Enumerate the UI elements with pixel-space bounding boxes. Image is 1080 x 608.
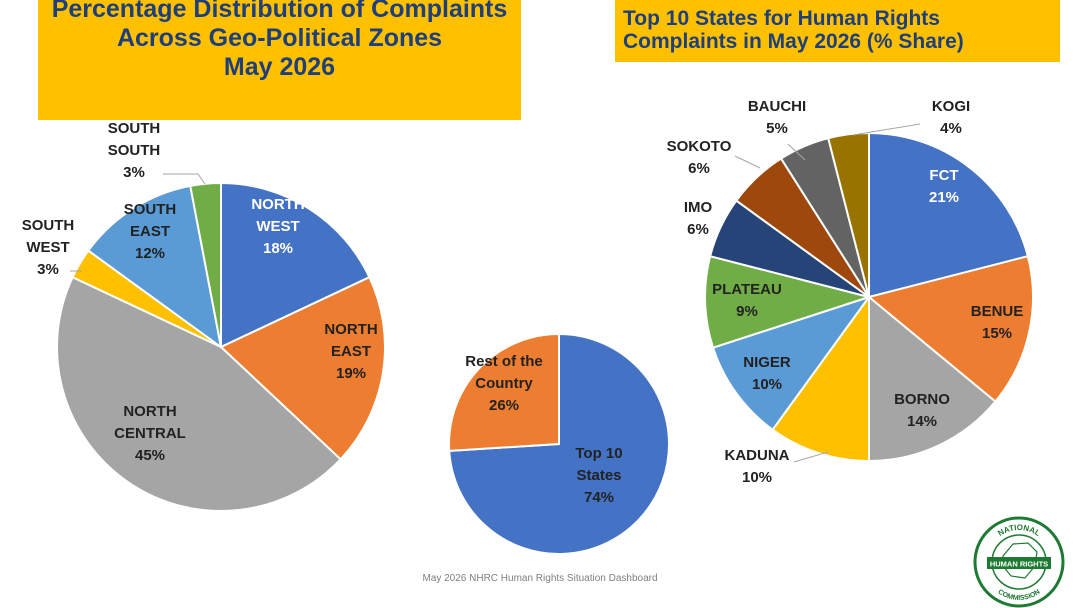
states-title-line-2: Complaints in May 2026 (% Share) [623, 30, 964, 53]
slice-label-top-10-states: Top 10 States 74% [575, 445, 622, 506]
slice-label-fct: FCT 21% [929, 167, 959, 206]
slice-label-imo: IMO 6% [684, 199, 713, 238]
pie-slice-plateau [703, 254, 873, 349]
pie-slice-borno [868, 294, 997, 463]
logo-band-text: HUMAN RIGHTS [990, 560, 1048, 569]
slice-label-kaduna: KADUNA 10% [725, 447, 790, 486]
pie-slice-south-south [189, 181, 222, 348]
zones-chart-title: Percentage Distribution of Complaints Ac… [38, 0, 521, 120]
slice-label-sokoto: SOKOTO 6% [667, 138, 732, 177]
top10-share-pie-chart: Top 10 States 74% Rest of the Country 26% [448, 332, 671, 555]
zones-title-line-3: May 2026 [223, 53, 336, 81]
pie-slice-rest-of-the-country [448, 332, 560, 452]
footer-caption: May 2026 NHRC Human Rights Situation Das… [422, 573, 658, 584]
slice-label-benue: BENUE 15% [971, 303, 1024, 342]
pie-slice-niger [711, 295, 872, 432]
pie-slice-kogi [826, 131, 870, 298]
slice-label-kogi: KOGI 4% [932, 98, 970, 137]
states-title-line-1: Top 10 States for Human Rights [623, 7, 940, 30]
states-chart-title: Top 10 States for Human Rights Complaint… [615, 0, 1060, 62]
slice-label-south-east: SOUTH EAST 12% [124, 201, 177, 262]
zones-title-line-2: Across Geo-Political Zones [116, 24, 443, 52]
slice-label-plateau: PLATEAU 9% [712, 281, 782, 320]
pie-slice-kaduna [771, 293, 870, 463]
leader-line-kogi [852, 123, 921, 136]
pie-slice-north-central [56, 275, 342, 512]
slice-label-north-west: NORTH WEST 18% [251, 196, 304, 257]
leader-line-bauchi [787, 143, 806, 161]
leader-line-kaduna [793, 451, 829, 463]
states-pie-chart: FCT 21% BENUE 15% BORNO 14% KADUNA 10% NIGER 10% P… [667, 98, 1035, 486]
slice-label-south-west: SOUTH WEST 3% [22, 217, 75, 278]
leader-line-south-south [163, 173, 206, 185]
pie-slice-north-east [219, 275, 387, 461]
slice-label-niger: NIGER 10% [743, 354, 791, 393]
nhrc-logo-icon: HUMAN RIGHTS NATIONAL COMMISSION [973, 516, 1065, 608]
slice-label-north-east: NORTH EAST 19% [324, 321, 377, 382]
slice-label-bauchi: BAUCHI 5% [748, 98, 806, 137]
pie-slice-south-east [86, 184, 223, 350]
leader-line-sokoto [734, 155, 761, 169]
zones-pie-chart: NORTH WEST 18% NORTH EAST 19% NORTH CENTRAL 45% S… [22, 120, 387, 512]
slice-label-north-central: NORTH CENTRAL 45% [114, 403, 186, 464]
slice-label-south-south: SOUTH SOUTH 3% [108, 120, 161, 181]
pie-slice-fct [868, 131, 1030, 299]
slice-label-borno: BORNO 14% [894, 391, 950, 430]
slice-label-rest-of-the-country: Rest of the Country 26% [465, 353, 543, 414]
pie-slice-north-west [220, 181, 371, 349]
pie-slice-benue [866, 254, 1035, 403]
zones-title-line-1: Percentage Distribution of Complaints [51, 0, 508, 23]
